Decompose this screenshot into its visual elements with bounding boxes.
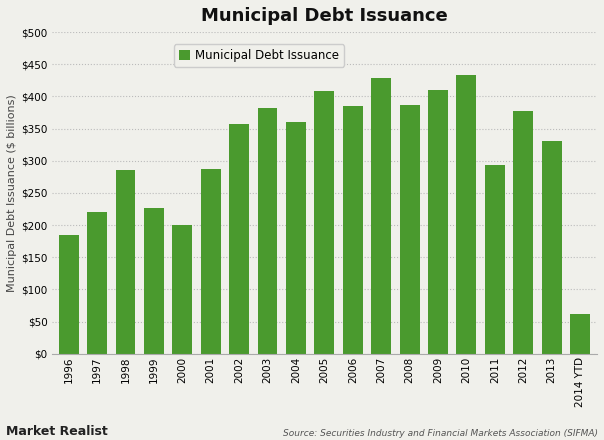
Bar (229, 124, 249, 354)
Bar (115, 170, 135, 354)
Bar (457, 75, 477, 354)
Text: Source: Securities Industry and Financial Markets Association (SIFMA): Source: Securities Industry and Financia… (283, 429, 598, 438)
Bar (315, 91, 334, 354)
Bar (428, 90, 448, 354)
Bar (172, 225, 192, 354)
Bar (286, 122, 306, 354)
Bar (343, 106, 363, 354)
Bar (144, 208, 164, 354)
Bar (201, 169, 220, 354)
Bar (371, 78, 391, 354)
Title: Municipal Debt Issuance: Municipal Debt Issuance (201, 7, 448, 25)
Bar (542, 141, 562, 354)
Text: Market Realist: Market Realist (6, 425, 108, 438)
Bar (513, 111, 533, 354)
Y-axis label: Municipal Debt Issuance ($ billions): Municipal Debt Issuance ($ billions) (7, 94, 17, 292)
Bar (400, 105, 420, 354)
Bar (485, 165, 505, 354)
Legend: Municipal Debt Issuance: Municipal Debt Issuance (174, 44, 344, 67)
Bar (59, 235, 79, 354)
Bar (87, 212, 107, 354)
Bar (570, 314, 590, 354)
Bar (257, 108, 277, 354)
